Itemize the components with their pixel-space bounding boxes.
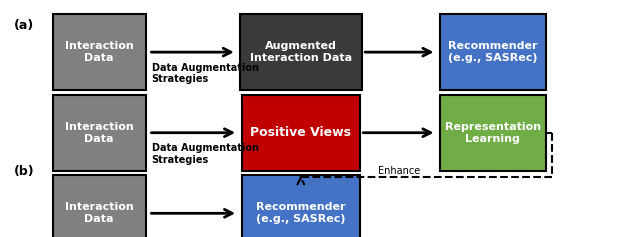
Text: Representation
Learning: Representation Learning xyxy=(445,122,541,144)
Text: Interaction
Data: Interaction Data xyxy=(65,122,134,144)
FancyBboxPatch shape xyxy=(241,175,360,237)
Text: Data Augmentation
Strategies: Data Augmentation Strategies xyxy=(152,143,259,165)
FancyBboxPatch shape xyxy=(53,175,146,237)
FancyBboxPatch shape xyxy=(241,95,360,171)
Text: Positive Views: Positive Views xyxy=(250,126,351,139)
Text: Augmented
Interaction Data: Augmented Interaction Data xyxy=(250,41,352,63)
Text: (a): (a) xyxy=(14,19,35,32)
Text: (b): (b) xyxy=(14,165,35,178)
Text: Recommender
(e.g., SASRec): Recommender (e.g., SASRec) xyxy=(256,202,346,224)
Text: Interaction
Data: Interaction Data xyxy=(65,202,134,224)
FancyBboxPatch shape xyxy=(53,14,146,90)
FancyBboxPatch shape xyxy=(53,95,146,171)
FancyBboxPatch shape xyxy=(440,95,545,171)
Text: Interaction
Data: Interaction Data xyxy=(65,41,134,63)
Text: Data Augmentation
Strategies: Data Augmentation Strategies xyxy=(152,63,259,84)
FancyBboxPatch shape xyxy=(440,14,545,90)
Text: Enhance: Enhance xyxy=(378,166,420,176)
FancyBboxPatch shape xyxy=(240,14,362,90)
Text: Recommender
(e.g., SASRec): Recommender (e.g., SASRec) xyxy=(448,41,538,63)
